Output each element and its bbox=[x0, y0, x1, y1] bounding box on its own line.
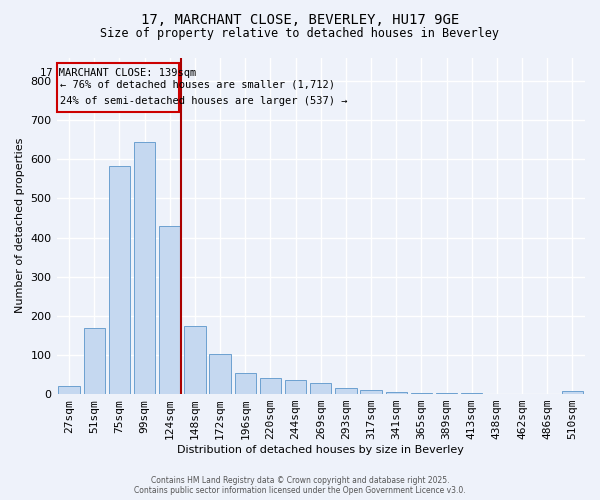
Bar bbox=[260, 378, 281, 394]
FancyBboxPatch shape bbox=[57, 64, 179, 112]
Text: 24% of semi-detached houses are larger (537) →: 24% of semi-detached houses are larger (… bbox=[59, 96, 347, 106]
Bar bbox=[235, 374, 256, 394]
Bar bbox=[361, 390, 382, 394]
Bar bbox=[83, 328, 105, 394]
Bar bbox=[386, 392, 407, 394]
Y-axis label: Number of detached properties: Number of detached properties bbox=[15, 138, 25, 314]
Bar bbox=[58, 386, 80, 394]
Bar bbox=[335, 388, 356, 394]
Bar bbox=[134, 142, 155, 394]
Bar bbox=[184, 326, 206, 394]
Text: 17 MARCHANT CLOSE: 139sqm: 17 MARCHANT CLOSE: 139sqm bbox=[40, 68, 196, 78]
X-axis label: Distribution of detached houses by size in Beverley: Distribution of detached houses by size … bbox=[178, 445, 464, 455]
Bar bbox=[562, 392, 583, 394]
Text: Size of property relative to detached houses in Beverley: Size of property relative to detached ho… bbox=[101, 28, 499, 40]
Text: 17, MARCHANT CLOSE, BEVERLEY, HU17 9GE: 17, MARCHANT CLOSE, BEVERLEY, HU17 9GE bbox=[141, 12, 459, 26]
Bar bbox=[310, 383, 331, 394]
Text: ← 76% of detached houses are smaller (1,712): ← 76% of detached houses are smaller (1,… bbox=[59, 79, 335, 89]
Bar bbox=[159, 226, 181, 394]
Bar bbox=[209, 354, 231, 394]
Bar bbox=[285, 380, 307, 394]
Text: Contains HM Land Registry data © Crown copyright and database right 2025.
Contai: Contains HM Land Registry data © Crown c… bbox=[134, 476, 466, 495]
Bar bbox=[411, 393, 432, 394]
Bar bbox=[109, 166, 130, 394]
